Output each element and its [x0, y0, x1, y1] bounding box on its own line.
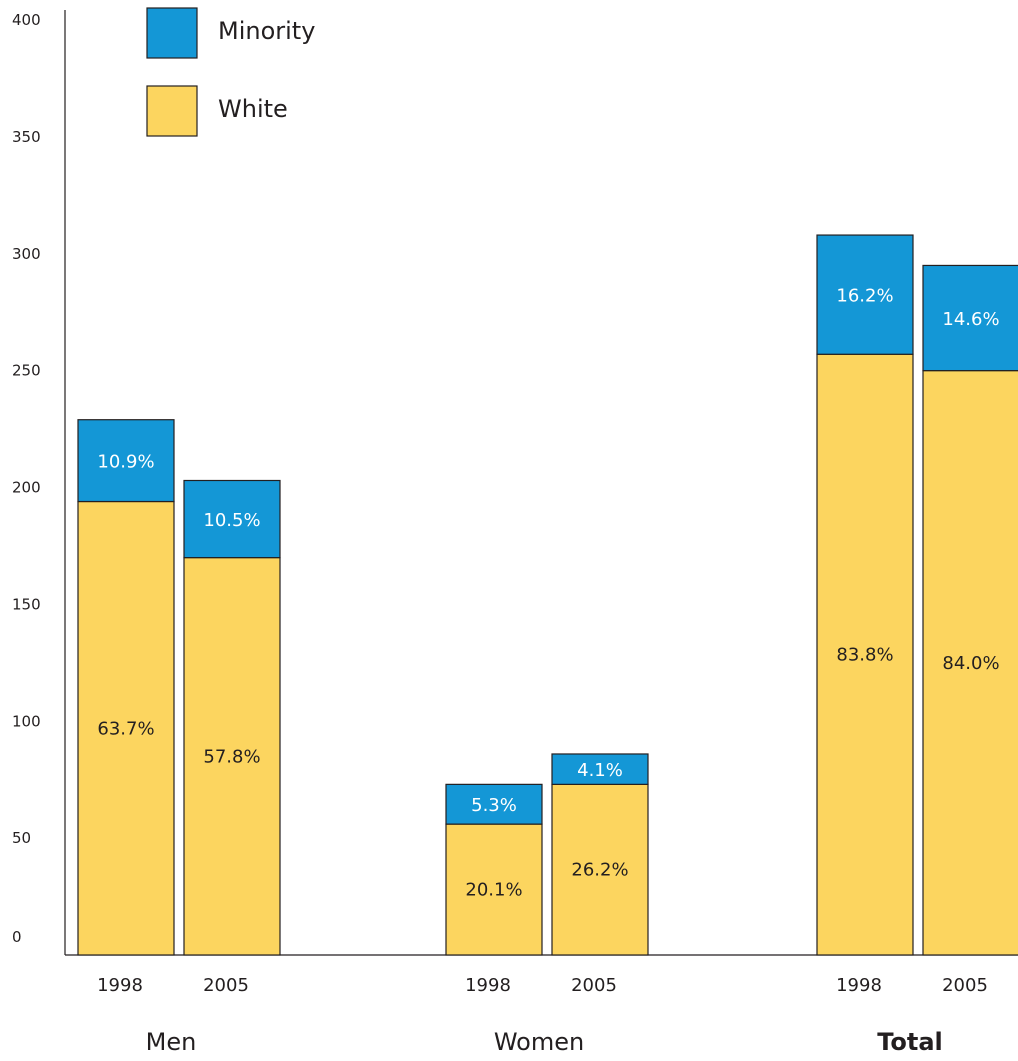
data-label-white: 83.8%: [836, 645, 893, 666]
x-tick-label: 2005: [203, 975, 249, 996]
y-tick-label: 0: [12, 928, 22, 946]
data-label-minority: 10.9%: [97, 452, 154, 473]
data-label-white: 63.7%: [97, 718, 154, 739]
data-label-minority: 4.1%: [577, 760, 623, 781]
chart-legend: Minority White: [146, 7, 315, 137]
y-tick-label: 100: [12, 712, 41, 730]
legend-label-white: White: [218, 95, 288, 123]
bar-segment-minority: [183, 479, 281, 559]
data-label-minority: 16.2%: [836, 286, 893, 307]
x-tick-label: 2005: [571, 975, 617, 996]
group-label: Total: [877, 1028, 943, 1056]
data-label-white: 84.0%: [942, 653, 999, 674]
bar-segment-minority: [551, 753, 649, 785]
legend-swatch-white: [146, 85, 198, 137]
x-tick-label: 2005: [942, 975, 988, 996]
legend-swatch-minority: [146, 7, 198, 59]
data-label-minority: 14.6%: [942, 309, 999, 330]
data-label-white: 20.1%: [465, 880, 522, 901]
y-tick-label: 350: [12, 128, 41, 146]
data-label-minority: 5.3%: [471, 795, 517, 816]
y-tick-label: 50: [12, 829, 31, 847]
bar-segment-white: [445, 823, 543, 956]
bar-segment-white: [922, 370, 1018, 956]
group-label: Men: [146, 1028, 197, 1056]
legend-label-minority: Minority: [218, 17, 315, 45]
data-label-minority: 10.5%: [203, 510, 260, 531]
group-label: Women: [494, 1028, 584, 1056]
x-tick-label: 1998: [836, 975, 882, 996]
y-tick-label: 250: [12, 362, 41, 380]
y-tick-label: 150: [12, 595, 41, 613]
bar-segment-minority: [445, 783, 543, 825]
y-tick-label: 200: [12, 479, 41, 497]
bar-segment-white: [816, 353, 914, 956]
bar-segment-minority: [816, 234, 914, 355]
bar-segment-white: [183, 557, 281, 956]
x-tick-label: 1998: [97, 975, 143, 996]
bar-segment-white: [77, 500, 175, 956]
data-label-white: 26.2%: [571, 860, 628, 881]
bar-segment-minority: [77, 419, 175, 503]
chart-labels: 63.7% 10.9% 1998 57.8% 10.5% 2005 Men 20.1% 5.3%…: [97, 286, 1000, 1056]
y-tick-label: 300: [12, 245, 41, 263]
y-tick-label: 400: [12, 11, 41, 29]
data-label-white: 57.8%: [203, 746, 260, 767]
bar-segment-white: [551, 783, 649, 956]
chart-bars: [77, 234, 1018, 956]
bar-segment-minority: [922, 264, 1018, 372]
x-tick-label: 1998: [465, 975, 511, 996]
